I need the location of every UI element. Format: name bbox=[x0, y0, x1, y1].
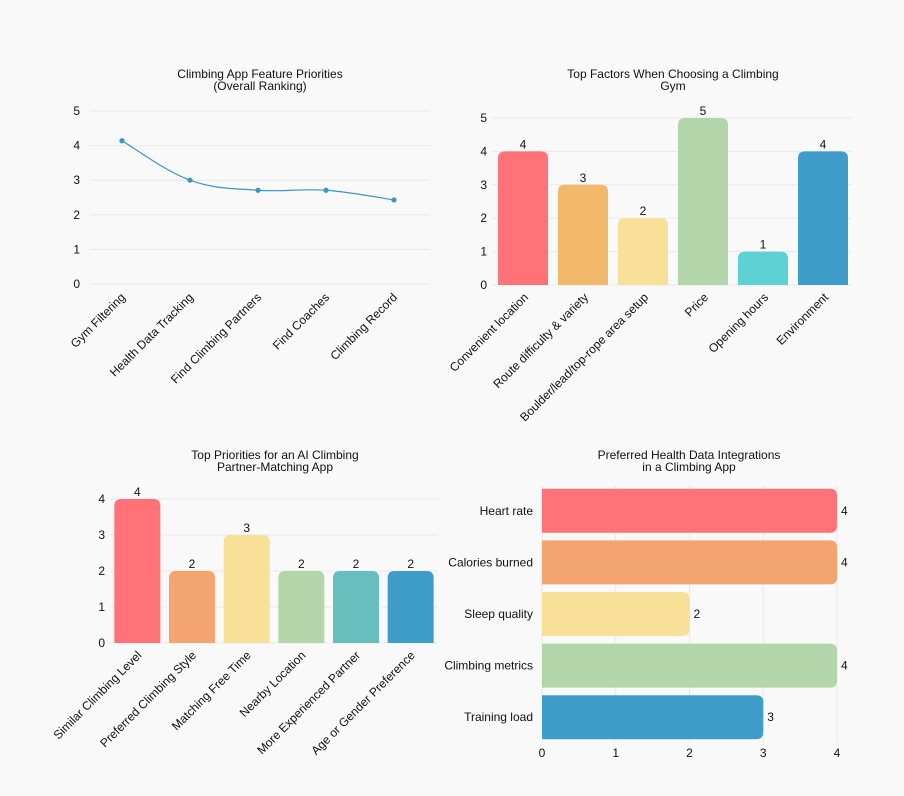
chart3-bar-more-experienced-partner bbox=[333, 571, 379, 643]
chart1-point-gym-filtering bbox=[119, 138, 125, 144]
chart4-ytick-climbing-metrics: Climbing metrics bbox=[444, 659, 533, 673]
chart3-xtick-age-or-gender-preference: Age or Gender Preference bbox=[308, 648, 418, 758]
chart2-bar-environment bbox=[798, 151, 848, 285]
chart1-title-line-0: Climbing App Feature Priorities bbox=[177, 67, 342, 81]
chart3-ytick-0: 0 bbox=[98, 636, 105, 650]
chart3-datalabel-preferred-climbing-style: 2 bbox=[189, 557, 196, 571]
chart1-point-climbing-record bbox=[391, 197, 397, 203]
chart3-datalabel-age-or-gender-preference: 2 bbox=[407, 557, 414, 571]
chart2-ytick-0: 0 bbox=[480, 278, 487, 292]
chart4-ytick-training-load: Training load bbox=[464, 710, 533, 724]
chart1-point-find-coaches bbox=[323, 187, 329, 193]
chart1-xtick-find-coaches: Find Coaches bbox=[270, 290, 332, 352]
chart2-bar-route-difficulty-variety bbox=[558, 184, 608, 285]
chart3-bar-matching-free-time bbox=[223, 535, 270, 643]
chart4-datalabel-climbing-metrics: 4 bbox=[841, 659, 848, 673]
chart4-bar-climbing-metrics bbox=[542, 643, 837, 688]
chart3-datalabel-matching-free-time: 3 bbox=[243, 521, 250, 535]
chart2-ytick-3: 3 bbox=[480, 178, 487, 192]
chart4-datalabel-heart-rate: 4 bbox=[841, 504, 848, 518]
chart2-title-line-0: Top Factors When Choosing a Climbing bbox=[567, 67, 778, 81]
chart2-datalabel-environment: 4 bbox=[820, 137, 827, 151]
chart1-ytick-3: 3 bbox=[73, 173, 80, 187]
chart2-datalabel-route-difficulty-variety: 3 bbox=[580, 171, 587, 185]
chart1-title-line-1: (Overall Ranking) bbox=[213, 79, 306, 93]
chart2-xtick-boulder-lead-top-rope-area-setup: Boulder/lead/top-rope area setup bbox=[517, 290, 651, 424]
chart4-title-line-0: Preferred Health Data Integrations bbox=[598, 448, 781, 462]
chart3-datalabel-more-experienced-partner: 2 bbox=[353, 557, 360, 571]
chart2-bar-opening-hours bbox=[738, 251, 788, 285]
chart4-xtick-0: 0 bbox=[539, 746, 546, 760]
chart4-bar-heart-rate bbox=[542, 488, 837, 533]
chart4-ytick-calories-burned: Calories burned bbox=[448, 555, 533, 569]
chart4-bar-calories-burned bbox=[542, 540, 837, 585]
chart1-point-find-climbing-partners bbox=[255, 187, 261, 193]
chart3-ytick-1: 1 bbox=[98, 600, 105, 614]
chart1-point-health-data-tracking bbox=[187, 177, 193, 183]
chart4-ytick-heart-rate: Heart rate bbox=[480, 504, 534, 518]
chart4-ytick-sleep-quality: Sleep quality bbox=[464, 607, 533, 621]
chart1-ytick-0: 0 bbox=[73, 277, 80, 291]
chart3-xtick-more-experienced-partner: More Experienced Partner bbox=[254, 648, 363, 757]
chart3-title-line-1: Partner-Matching App bbox=[217, 460, 333, 474]
chart1-xtick-gym-filtering: Gym Filtering bbox=[68, 290, 128, 350]
chart3-title-line-0: Top Priorities for an AI Climbing bbox=[191, 448, 358, 462]
chart3-datalabel-nearby-location: 2 bbox=[298, 557, 305, 571]
chart2-ytick-4: 4 bbox=[480, 144, 487, 158]
chart4-datalabel-calories-burned: 4 bbox=[841, 555, 848, 569]
chart3-xtick-preferred-climbing-style: Preferred Climbing Style bbox=[97, 648, 199, 750]
chart1-ytick-1: 1 bbox=[73, 242, 80, 256]
chart1-xtick-climbing-record: Climbing Record bbox=[327, 290, 400, 363]
chart3-bar-age-or-gender-preference bbox=[387, 571, 434, 643]
chart2-datalabel-boulder-lead-top-rope-area-setup: 2 bbox=[640, 204, 647, 218]
chart3-bar-nearby-location bbox=[278, 571, 325, 643]
chart3-ytick-2: 2 bbox=[98, 564, 105, 578]
chart4-datalabel-training-load: 3 bbox=[767, 710, 774, 724]
chart4-xtick-3: 3 bbox=[760, 746, 767, 760]
chart3-bar-similar-climbing-level bbox=[114, 499, 161, 643]
chart4-xtick-2: 2 bbox=[686, 746, 693, 760]
chart1-ytick-4: 4 bbox=[73, 139, 80, 153]
chart1-ytick-5: 5 bbox=[73, 104, 80, 118]
chart2-title-line-1: Gym bbox=[660, 79, 685, 93]
chart2-ytick-1: 1 bbox=[480, 245, 487, 259]
chart1-ytick-2: 2 bbox=[73, 208, 80, 222]
chart4-datalabel-sleep-quality: 2 bbox=[694, 607, 701, 621]
chart2-xtick-environment: Environment bbox=[774, 290, 832, 348]
chart2-datalabel-price: 5 bbox=[700, 104, 707, 118]
chart4-bar-training-load bbox=[542, 695, 764, 740]
chart2-bar-boulder-lead-top-rope-area-setup bbox=[618, 218, 668, 285]
chart2-datalabel-opening-hours: 1 bbox=[760, 238, 767, 252]
chart4-xtick-4: 4 bbox=[834, 746, 841, 760]
chart2-bar-price bbox=[678, 118, 728, 285]
chart3-bar-preferred-climbing-style bbox=[169, 571, 215, 643]
chart3-xtick-similar-climbing-level: Similar Climbing Level bbox=[51, 648, 145, 742]
chart3-ytick-3: 3 bbox=[98, 528, 105, 542]
chart2-ytick-2: 2 bbox=[480, 211, 487, 225]
chart2-xtick-opening-hours: Opening hours bbox=[706, 290, 772, 356]
chart4-xtick-1: 1 bbox=[612, 746, 619, 760]
chart3-datalabel-similar-climbing-level: 4 bbox=[134, 485, 141, 499]
chart3-ytick-4: 4 bbox=[98, 492, 105, 506]
chart4-bar-sleep-quality bbox=[542, 592, 690, 636]
chart2-ytick-5: 5 bbox=[480, 111, 487, 125]
chart2-datalabel-convenient-location: 4 bbox=[520, 137, 527, 151]
chart2-xtick-price: Price bbox=[682, 290, 711, 319]
chart2-bar-convenient-location bbox=[498, 151, 548, 285]
chart4-title-line-1: in a Climbing App bbox=[642, 460, 736, 474]
